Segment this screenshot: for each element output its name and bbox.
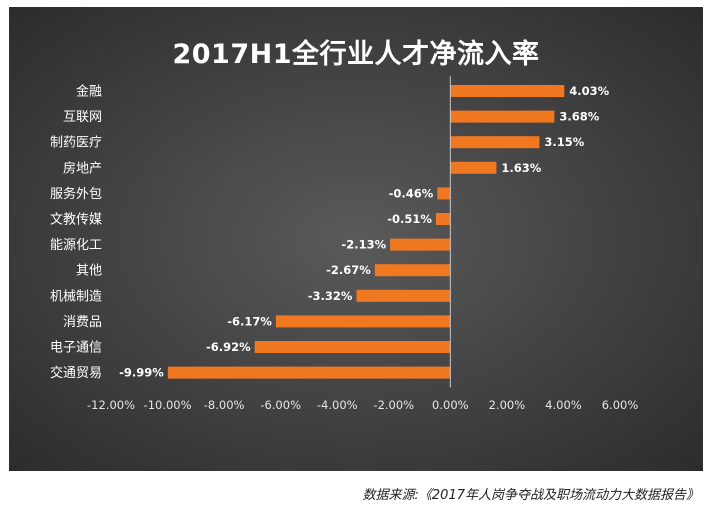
bar (450, 110, 555, 123)
category-label: 金融 (76, 84, 102, 100)
x-tick-label: -6.00% (260, 398, 301, 412)
value-label: -9.99% (119, 366, 164, 380)
source-note: 数据来源:《2017年人岗争夺战及职场流动力大数据报告》 (362, 488, 699, 503)
category-label: 房地产 (63, 160, 102, 176)
bar (374, 264, 451, 277)
value-label: 4.03% (569, 84, 609, 98)
value-label: 1.63% (501, 161, 541, 175)
value-label: -6.17% (227, 314, 272, 328)
x-tick-label: 0.00% (432, 398, 469, 412)
bar (450, 85, 565, 97)
category-label: 制药医疗 (50, 136, 102, 151)
value-label: -3.32% (308, 289, 353, 303)
bar (435, 213, 451, 225)
chart-title: 2017H1全行业人才净流入率 (172, 39, 540, 70)
value-label: -0.46% (389, 186, 434, 200)
value-label: -6.92% (206, 340, 251, 354)
bar (254, 341, 451, 353)
value-label: 3.15% (544, 135, 584, 149)
bar-chart: 金融 4.03% 互联网 3.68% 制药医疗 3.15% 房地产 1.63% 服务外包 -0.4… (50, 76, 639, 412)
category-label: 服务外包 (50, 186, 102, 202)
x-tick-label: -8.00% (204, 398, 245, 412)
value-label: -2.13% (341, 238, 386, 252)
bar (167, 366, 451, 379)
value-label: -2.67% (326, 263, 371, 277)
bar (275, 315, 451, 328)
bar (450, 136, 540, 149)
category-label: 文教传媒 (50, 212, 102, 228)
x-tick-label: 6.00% (602, 398, 639, 412)
bar (356, 289, 451, 302)
value-label: 3.68% (559, 110, 599, 124)
x-tick-label: -2.00% (373, 398, 414, 412)
category-label: 消费品 (63, 315, 102, 330)
category-label: 能源化工 (50, 238, 102, 253)
x-tick-label: -12.00% (87, 398, 135, 412)
category-label: 其他 (76, 264, 102, 279)
bar (437, 187, 451, 200)
category-label: 交通贸易 (50, 365, 102, 381)
bar (450, 161, 497, 174)
bar (390, 238, 451, 251)
x-tick-label: -10.00% (144, 398, 192, 412)
value-label: -0.51% (387, 212, 432, 226)
category-label: 互联网 (63, 110, 102, 125)
chart-panel: 2017H1全行业人才净流入率 金融 4.03% 互联网 3.68% 制药医疗 3.15%… (9, 7, 703, 471)
category-label: 机械制造 (50, 289, 102, 304)
x-tick-label: -4.00% (317, 398, 358, 412)
category-label: 电子通信 (50, 341, 102, 356)
x-tick-label: 2.00% (489, 398, 526, 412)
x-tick-label: 4.00% (545, 398, 582, 412)
